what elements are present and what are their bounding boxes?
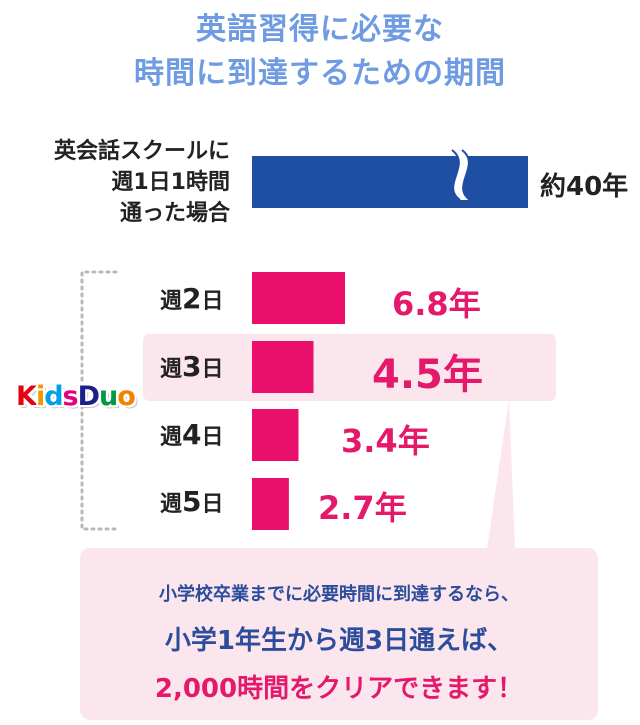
- logo-letter: K: [16, 381, 37, 412]
- bar-4-days: [252, 409, 299, 461]
- category-label-school-line-2: 週1日1時間: [111, 170, 230, 195]
- value-label-2-days: 6.8年: [392, 285, 481, 323]
- bar-3-days: [252, 341, 314, 393]
- category-label-school-line-1: 英会話スクールに: [53, 139, 230, 164]
- category-label-5-days: 週5日: [160, 485, 224, 518]
- callout-box: 小学校卒業までに必要時間に到達するなら、 小学1年生から週3日通えば、 2,00…: [80, 548, 598, 720]
- chart-title-line-2: 時間に到達するための期間: [134, 56, 506, 91]
- logo-letter: D: [77, 381, 100, 412]
- bar-2-days: [252, 272, 345, 324]
- kidsduo-group-bracket: [80, 270, 118, 531]
- logo-letter: i: [35, 381, 45, 412]
- kidsduo-logo: KidsDuo: [16, 381, 162, 421]
- value-label-5-days: 2.7年: [318, 489, 407, 527]
- logo-letter: o: [117, 381, 136, 412]
- logo-letter: u: [99, 381, 118, 412]
- bar-5-days: [252, 478, 289, 530]
- highlight-band: [143, 334, 556, 401]
- value-label-4-days: 3.4年: [341, 422, 430, 460]
- category-label-2-days: 週2日: [160, 282, 224, 315]
- category-label-3-days: 週3日: [160, 350, 224, 383]
- value-label-3-days: 4.5年: [372, 352, 483, 398]
- category-label-school-line-3: 通った場合: [119, 201, 230, 226]
- callout-line-2: 小学1年生から週3日通えば、: [164, 626, 514, 656]
- callout-pointer: [487, 399, 515, 549]
- callout-line-3: 2,000時間をクリアできます！: [154, 674, 524, 704]
- category-label-4-days: 週4日: [160, 418, 224, 451]
- axis-break-icon: [451, 149, 471, 201]
- logo-letter: s: [62, 381, 79, 412]
- bar-school: [252, 156, 528, 208]
- logo-letter: d: [44, 381, 63, 412]
- bar-chart: [80, 149, 556, 531]
- callout-line-1: 小学校卒業までに必要時間に到達するなら、: [159, 584, 519, 605]
- chart-title-line-1: 英語習得に必要な: [196, 12, 444, 47]
- value-label-school: 約40年: [540, 172, 629, 202]
